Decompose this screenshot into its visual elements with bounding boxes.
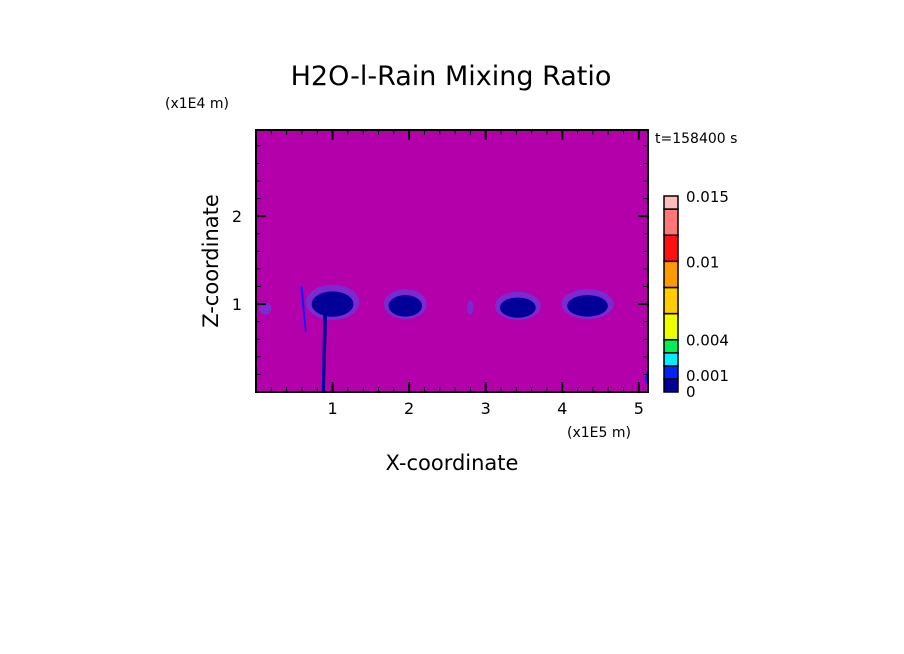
y-tick-label: 1 [232,295,242,314]
colorbar-swatch [663,286,679,315]
rain-shaft [321,308,328,392]
colorbar-swatch [663,234,679,263]
colorbar-swatch [663,260,679,289]
colorbar-label: 0.001 [686,367,729,385]
x-tick-label: 2 [404,399,414,418]
rain-cell-fringe [467,300,474,315]
chart-title: H2O-l-Rain Mixing Ratio [291,61,612,92]
y-tick-label: 2 [232,207,242,226]
colorbar-label: 0 [686,383,696,401]
colorbar-swatch [663,378,679,393]
colorbar-label: 0.01 [686,253,719,271]
y-unit-label: (x1E4 m) [165,96,229,112]
rain-cell-core [567,295,608,317]
colorbar-label: 0.004 [686,332,729,350]
plot-area: 1 2 3 4 5 1 2 [232,129,649,418]
x-tick-label: 4 [557,399,567,418]
x-tick-label: 1 [327,399,337,418]
rain-cell-fringe [259,302,272,315]
plot-frame [255,129,649,393]
colorbar-swatch [663,365,679,380]
colorbar: 00.001 0.004 0.01 0.015 [663,188,729,401]
colorbar-swatch [663,338,679,354]
rain-cell-core [388,295,423,317]
rain-streak [300,286,307,333]
colorbar-label: 0.015 [686,188,729,206]
rain-cell-core [499,297,536,318]
x-axis-label: X-coordinate [386,451,519,475]
colorbar-swatch [663,195,679,210]
x-tick-label: 3 [481,399,491,418]
colorbar-swatch [663,312,679,341]
y-axis-label: Z-coordinate [199,194,223,328]
plot-background [256,130,648,392]
colorbar-swatch [663,352,679,367]
x-tick-label: 5 [634,399,644,418]
colorbar-swatch [663,208,679,236]
x-unit-label: (x1E5 m) [567,425,631,441]
time-label: t=158400 s [655,131,737,147]
rain-cell-core [311,291,354,317]
